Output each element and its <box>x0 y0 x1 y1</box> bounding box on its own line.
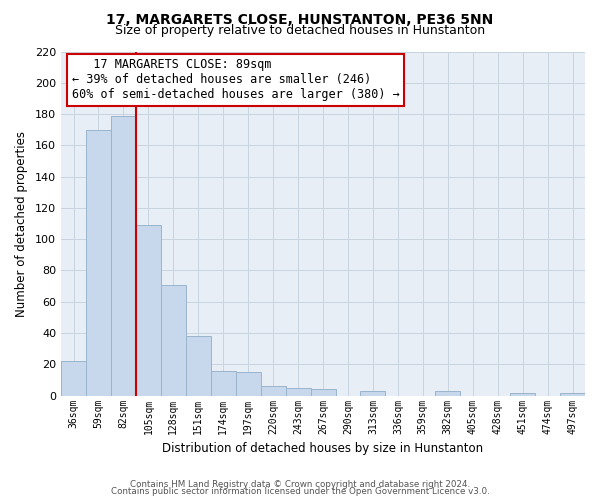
Text: Contains public sector information licensed under the Open Government Licence v3: Contains public sector information licen… <box>110 488 490 496</box>
Y-axis label: Number of detached properties: Number of detached properties <box>15 130 28 316</box>
Bar <box>161 284 186 396</box>
Text: 17 MARGARETS CLOSE: 89sqm
← 39% of detached houses are smaller (246)
60% of semi: 17 MARGARETS CLOSE: 89sqm ← 39% of detac… <box>71 58 399 102</box>
Bar <box>111 116 136 396</box>
Bar <box>286 388 311 396</box>
Bar <box>236 372 260 396</box>
Text: Size of property relative to detached houses in Hunstanton: Size of property relative to detached ho… <box>115 24 485 37</box>
Bar <box>260 386 286 396</box>
Bar <box>510 392 535 396</box>
Text: 17, MARGARETS CLOSE, HUNSTANTON, PE36 5NN: 17, MARGARETS CLOSE, HUNSTANTON, PE36 5N… <box>106 12 494 26</box>
Bar <box>186 336 211 396</box>
Bar <box>361 391 385 396</box>
Bar <box>211 370 236 396</box>
Bar <box>136 225 161 396</box>
X-axis label: Distribution of detached houses by size in Hunstanton: Distribution of detached houses by size … <box>163 442 484 455</box>
Bar <box>560 392 585 396</box>
Bar <box>436 391 460 396</box>
Bar <box>86 130 111 396</box>
Text: Contains HM Land Registry data © Crown copyright and database right 2024.: Contains HM Land Registry data © Crown c… <box>130 480 470 489</box>
Bar <box>61 361 86 396</box>
Bar <box>311 390 335 396</box>
